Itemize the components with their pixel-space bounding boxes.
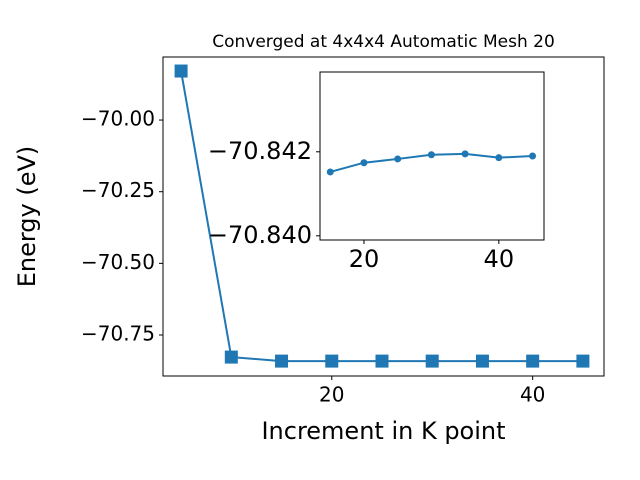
x-tick-label: 20 <box>319 383 344 407</box>
marker <box>325 354 339 368</box>
marker <box>495 154 503 162</box>
axes-frame <box>162 56 605 377</box>
y-tick-label: −70.25 <box>81 178 155 202</box>
y-tick-label: −70.50 <box>81 250 155 274</box>
x-tick-label: 20 <box>349 245 380 273</box>
marker <box>174 64 188 78</box>
y-tick-label: −70.75 <box>81 322 155 346</box>
marker <box>375 354 389 368</box>
axes-frame <box>319 71 545 241</box>
y-tick-label: −70.00 <box>81 107 155 131</box>
y-tick-label: −70.840 <box>208 221 312 249</box>
marker <box>427 151 435 159</box>
x-tick-label: 40 <box>484 245 515 273</box>
x-axis-label: Increment in K point <box>261 417 505 445</box>
marker <box>425 354 439 368</box>
y-axis-label: Energy (eV) <box>13 146 41 288</box>
marker <box>461 150 469 158</box>
marker <box>275 354 289 368</box>
x-tick-label: 40 <box>520 383 545 407</box>
marker <box>326 168 334 176</box>
marker <box>529 152 537 160</box>
marker <box>360 159 368 167</box>
chart-title: Converged at 4x4x4 Automatic Mesh 20 <box>212 32 555 52</box>
marker <box>576 354 590 368</box>
marker <box>475 354 489 368</box>
marker <box>526 354 540 368</box>
marker <box>224 350 238 364</box>
y-tick-label: −70.842 <box>208 137 312 165</box>
marker <box>394 155 402 163</box>
